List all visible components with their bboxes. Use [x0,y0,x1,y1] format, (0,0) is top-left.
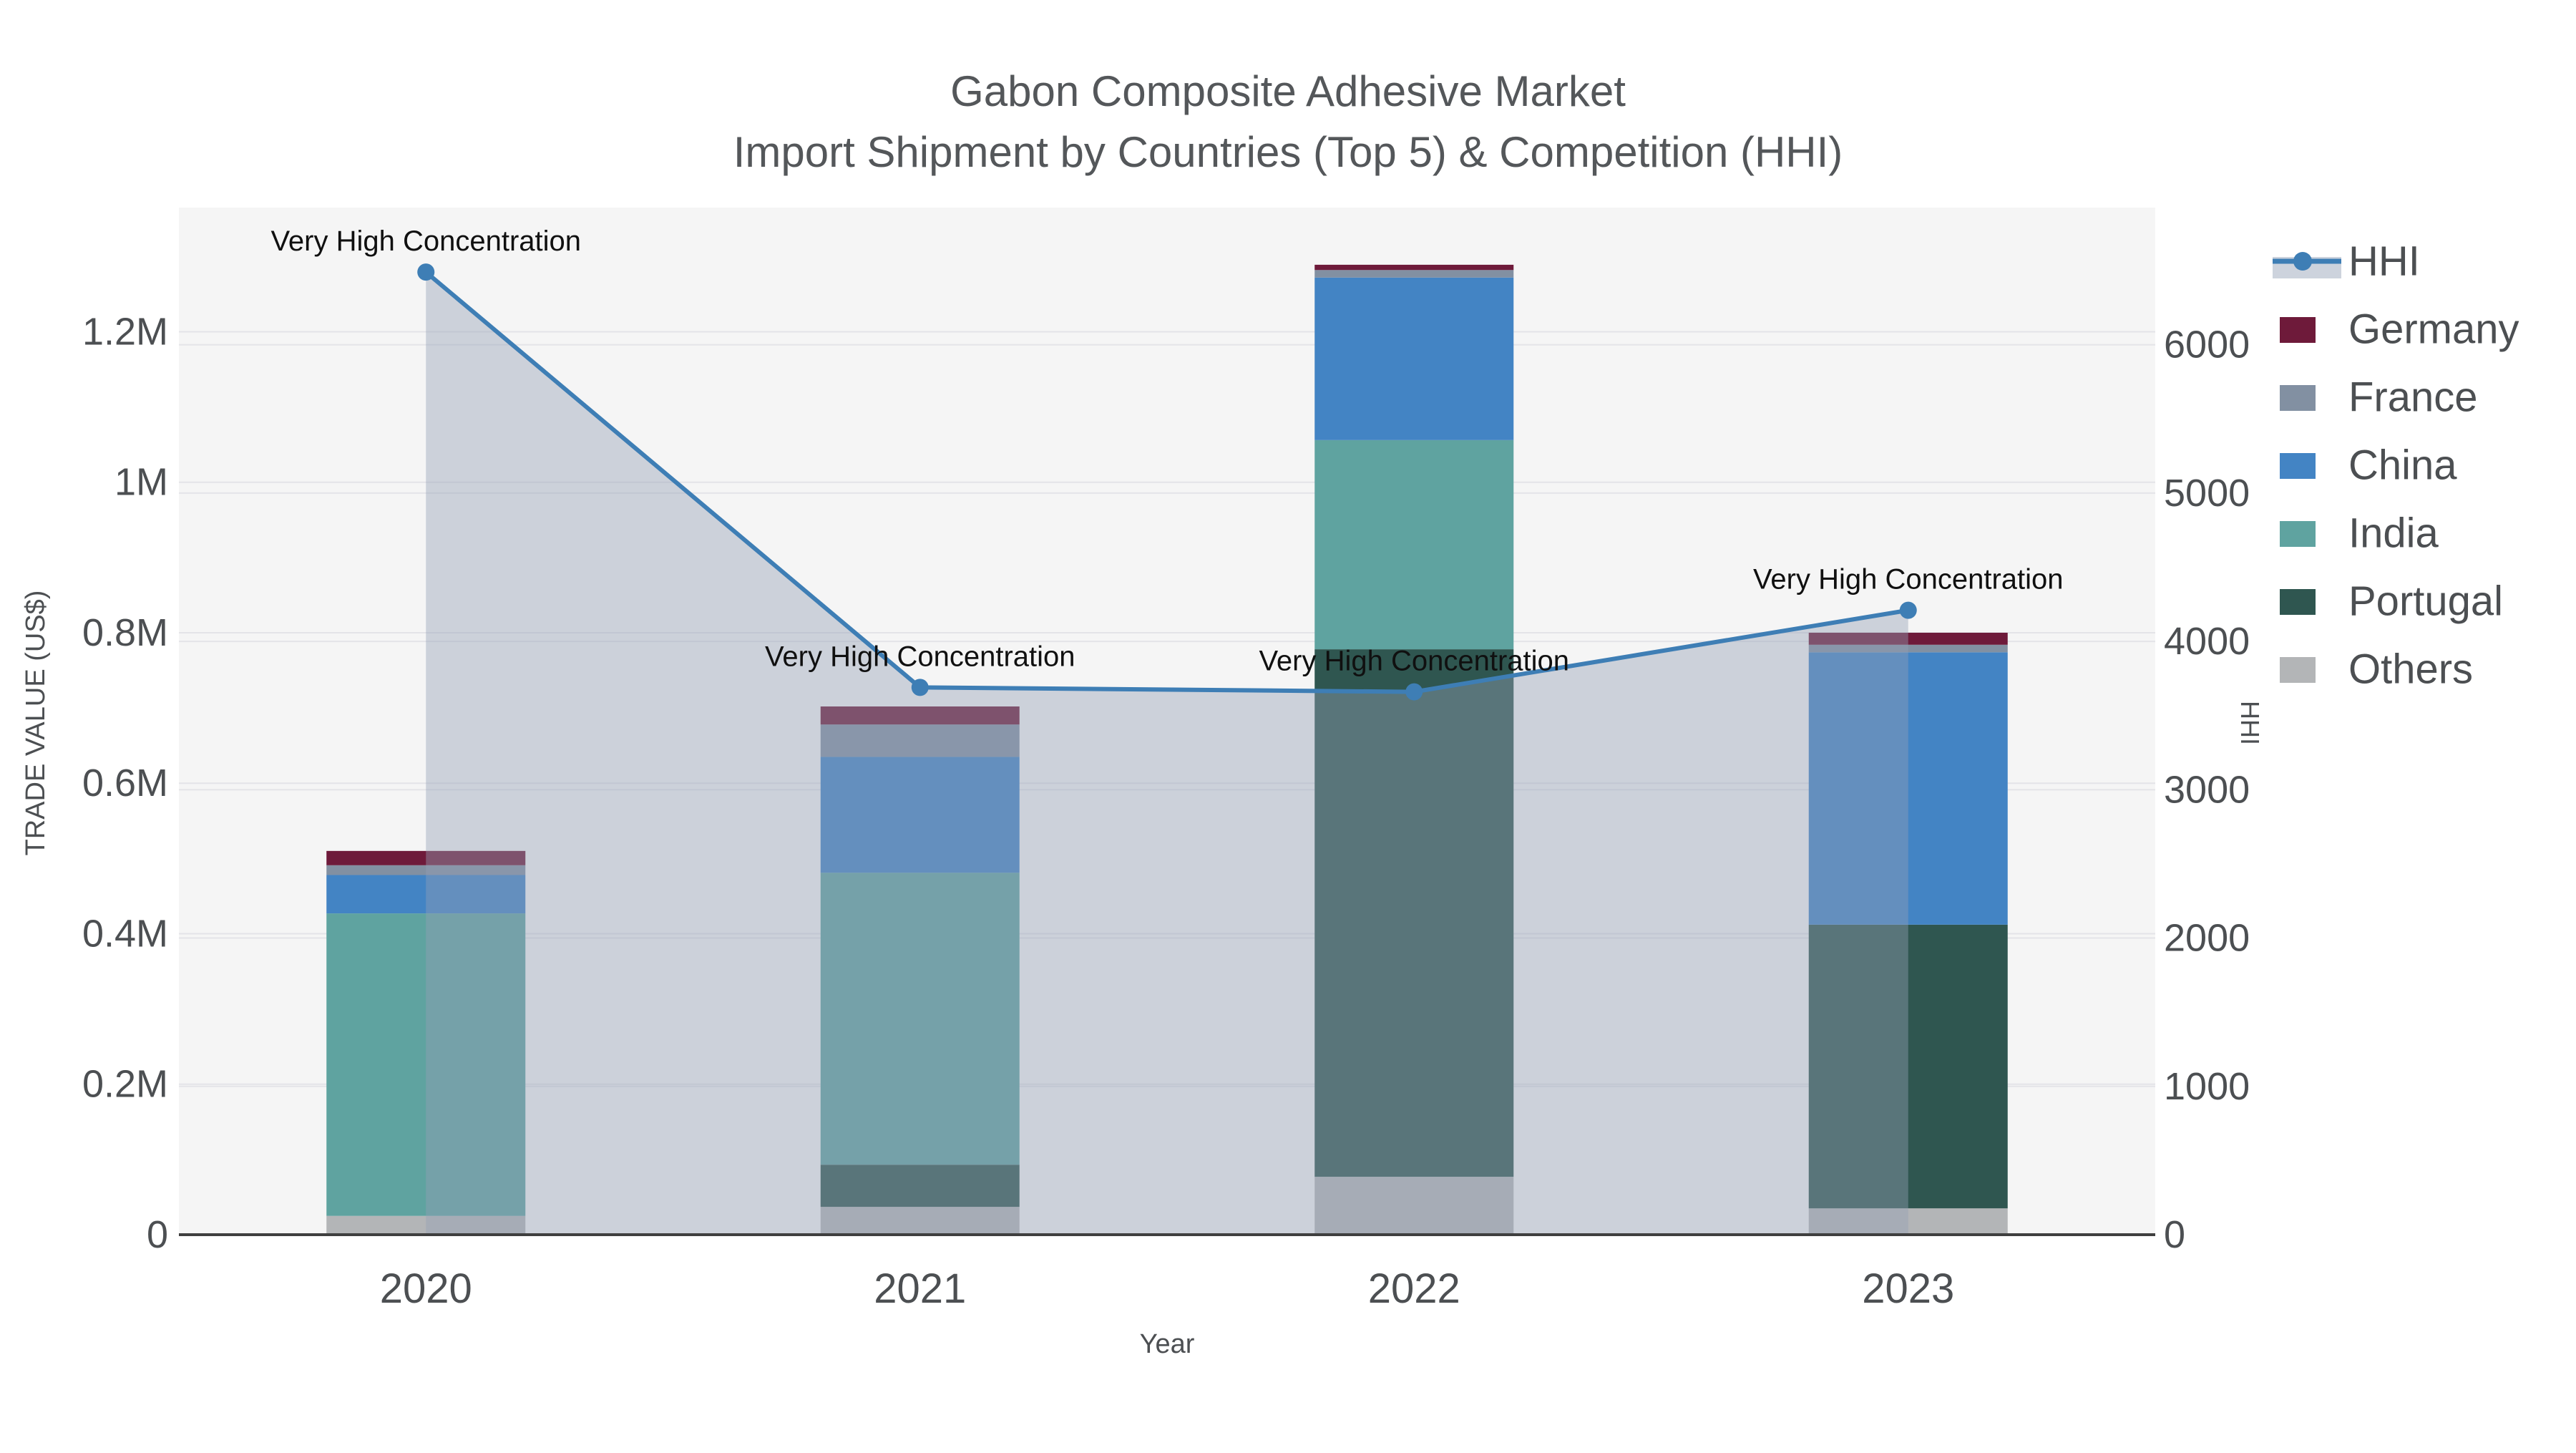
legend-item-hhi-label[interactable]: HHI [2348,238,2420,285]
legend-item-others-swatch[interactable] [2280,657,2316,683]
hhi-line [424,270,1909,694]
hhi-marker-2022[interactable] [1405,683,1423,701]
y-tick-label-0.4M: 0.4M [82,912,168,955]
annotation-2022: Very High Concentration [1259,646,1569,677]
legend-item-others-label[interactable]: Others [2348,646,2473,693]
bar-segment-india-2020[interactable] [326,913,526,1216]
hhi-area-fill [426,272,1908,1235]
legend-item-india-label[interactable]: India [2348,510,2439,557]
bar-segment-germany-2020[interactable] [326,850,526,865]
legend-item-germany-swatch[interactable] [2280,317,2316,343]
bar-segment-france-2020[interactable] [326,865,526,875]
hhi-marker-2023[interactable] [1899,601,1917,619]
legend-item-france-swatch[interactable] [2280,385,2316,411]
bar-segment-portugal-2021[interactable] [820,1165,1020,1207]
bar-segment-india-2022[interactable] [1314,439,1514,650]
y-tick-label-0.6M: 0.6M [82,762,168,805]
legend-item-china-swatch[interactable] [2280,453,2316,479]
y2-axis-title: HHI [2235,701,2265,745]
x-tick-label-2023: 2023 [1862,1265,1954,1312]
annotation-2021: Very High Concentration [765,641,1075,672]
bar-segment-germany-2022[interactable] [1314,264,1514,271]
y2-tick-label-5000: 5000 [2164,472,2250,515]
x-tick-label-2020: 2020 [380,1265,472,1312]
x-axis-title: Year [1140,1329,1195,1359]
bar-segment-germany-2021[interactable] [820,706,1020,725]
bar-segment-france-2021[interactable] [820,724,1020,757]
bar-segment-others-2022[interactable] [1314,1177,1514,1235]
y2-tick-label-3000: 3000 [2164,768,2250,811]
y2-tick-label-0: 0 [2164,1213,2185,1256]
bar-segment-others-2021[interactable] [820,1207,1020,1235]
bar-segment-portugal-2022[interactable] [1314,649,1514,1177]
y2-tick-label-6000: 6000 [2164,324,2250,366]
annotation-2020: Very High Concentration [270,225,581,257]
chart-title-line2: Import Shipment by Countries (Top 5) & C… [733,128,1843,176]
bar-segment-portugal-2023[interactable] [1808,924,2008,1209]
annotation-2023: Very High Concentration [1753,564,2064,596]
bar-segment-china-2023[interactable] [1808,652,2008,925]
legend-item-india-swatch[interactable] [2280,521,2316,547]
y2-tick-label-1000: 1000 [2164,1065,2250,1108]
legend: HHI Germany France China India Portugal Others [2273,238,2519,693]
bar-segment-others-2020[interactable] [326,1215,526,1235]
bar-segment-germany-2023[interactable] [1808,632,2008,645]
bar-segment-others-2023[interactable] [1808,1208,2008,1235]
bar-segment-china-2022[interactable] [1314,277,1514,440]
x-tick-label-2022: 2022 [1368,1265,1460,1312]
y2-tick-label-4000: 4000 [2164,620,2250,663]
y-tick-label-0.2M: 0.2M [82,1063,168,1106]
y-tick-label-0.8M: 0.8M [82,611,168,654]
y-tick-label-0: 0 [147,1213,168,1256]
bar-segment-china-2020[interactable] [326,875,526,914]
hhi-marker-2020[interactable] [417,263,435,281]
legend-hhi-marker-icon[interactable] [2293,252,2312,271]
y2-tick-label-2000: 2000 [2164,917,2250,960]
bar-segment-france-2023[interactable] [1808,644,2008,653]
y-tick-label-1M: 1M [114,461,168,504]
bar-segment-china-2021[interactable] [820,757,1020,873]
chart-title-line1: Gabon Composite Adhesive Market [950,67,1626,115]
y-tick-label-1.2M: 1.2M [82,310,168,353]
hhi-marker-2021[interactable] [911,679,929,696]
legend-item-portugal-swatch[interactable] [2280,589,2316,615]
plot-area: 0 0.2M 0.4M 0.6M 0.8M 1M 1.2M 0 1000 2000 3000 4000… [82,208,2250,1312]
legend-item-china-label[interactable]: China [2348,442,2457,489]
bar-segment-india-2021[interactable] [820,873,1020,1165]
legend-item-germany-label[interactable]: Germany [2348,306,2519,353]
bar-segment-france-2022[interactable] [1314,270,1514,278]
y-axis-title: TRADE VALUE (US$) [21,591,51,856]
legend-item-france-label[interactable]: France [2348,374,2478,421]
x-tick-label-2021: 2021 [874,1265,966,1312]
legend-item-portugal-label[interactable]: Portugal [2348,578,2503,625]
